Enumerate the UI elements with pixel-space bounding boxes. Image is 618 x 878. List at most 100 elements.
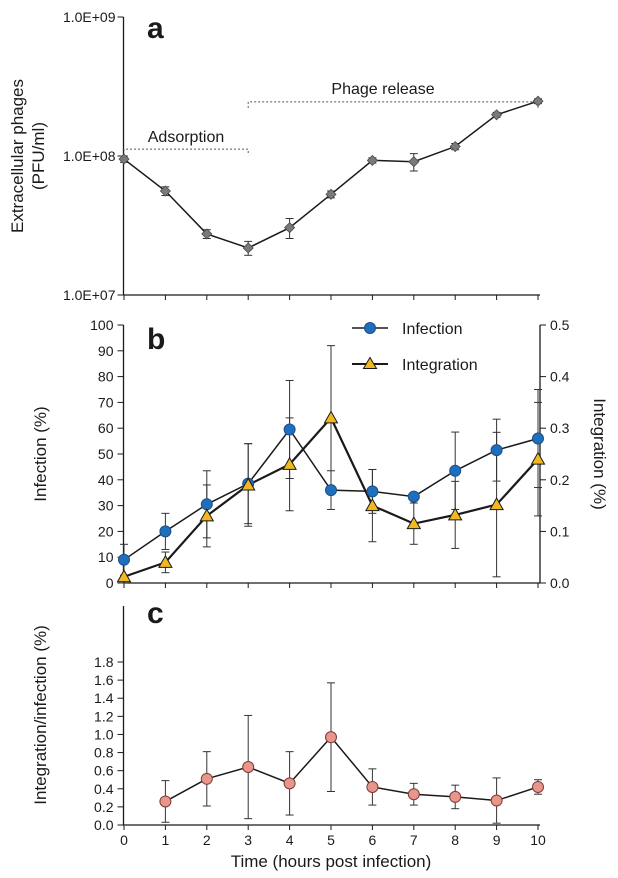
panel-b-infection-point xyxy=(449,464,462,477)
panel-b-integration-point xyxy=(489,497,504,511)
panel-c-y-tick-label: 1.4 xyxy=(94,690,114,706)
panel-a-point xyxy=(491,109,503,121)
panel-c-point xyxy=(159,795,172,808)
panel-b-infection-point xyxy=(490,444,503,457)
panel-c-y-tick-label: 0.0 xyxy=(94,817,114,833)
annotation-bracket-phage-release xyxy=(247,101,539,108)
panel-b-right-y-tick-label: 0.5 xyxy=(550,317,570,333)
panel-c-series-line xyxy=(165,736,539,803)
panel-a-point xyxy=(366,154,378,166)
panel-b-legend: Infection Integration xyxy=(352,321,478,374)
panel-a-point xyxy=(118,153,130,165)
panel-b-integration-point xyxy=(240,477,256,491)
panel-a-point xyxy=(242,242,254,254)
panel-b-right-y-tick-label: 0.3 xyxy=(550,420,570,436)
panel-a-point xyxy=(284,222,296,234)
panel-a-point xyxy=(325,188,337,200)
panel-b-left-y-tick-label: 100 xyxy=(90,317,114,333)
legend-infection-label: Infection xyxy=(402,321,462,338)
x-tick-label: 6 xyxy=(369,832,377,848)
panel-a-point xyxy=(408,156,420,168)
panel-c-point xyxy=(532,780,544,793)
x-tick-label: 1 xyxy=(162,832,170,848)
panel-b-left-y-tick-label: 10 xyxy=(98,549,114,565)
panel-c-point xyxy=(200,772,213,785)
panel-b-infection-point xyxy=(159,525,172,538)
panel-b-integration-point xyxy=(282,456,297,470)
panel-b-integration-point xyxy=(530,451,546,465)
panel-c-y-tick-label: 1.2 xyxy=(94,708,114,724)
x-tick-label: 7 xyxy=(410,832,418,848)
panel-c-y-tick-label: 0.6 xyxy=(94,763,114,779)
panel-b-integration-point xyxy=(323,410,339,424)
panel-c-point xyxy=(242,761,255,774)
panel-b-left-y-tick-label: 20 xyxy=(98,523,114,539)
panel-b-integration-point xyxy=(447,507,463,521)
panel-b-infection-point xyxy=(366,485,379,498)
panel-label-a: a xyxy=(147,12,164,45)
panel-b-infection-point xyxy=(407,490,420,503)
panel-b-integration-point xyxy=(116,569,132,583)
x-axis-title: Time (hours post infection) xyxy=(231,852,432,871)
panel-a-y-axis-title-line1: Extracellular phages xyxy=(8,79,27,233)
panel-c-point xyxy=(325,731,337,744)
x-tick-label: 5 xyxy=(327,832,335,848)
x-tick-label: 4 xyxy=(286,832,294,848)
panel-a-y-axis-title-line2: (PFU/ml) xyxy=(29,122,48,190)
panel-b-right-axis-title: Integration (%) xyxy=(590,398,609,510)
panel-b-infection-point xyxy=(532,432,544,445)
x-tick-label: 2 xyxy=(203,832,211,848)
x-tick-label: 0 xyxy=(120,832,128,848)
panel-c-point xyxy=(449,790,462,803)
panel-a-y-tick-label: 1.0E+08 xyxy=(63,148,116,164)
panel-a-point xyxy=(532,95,544,107)
panel-b-left-y-tick-label: 40 xyxy=(98,472,114,488)
panel-label-c: c xyxy=(147,597,164,630)
panel-b-left-y-tick-label: 90 xyxy=(98,343,114,359)
panel-b-left-y-tick-label: 30 xyxy=(98,498,114,514)
panel-c-y-tick-label: 0.2 xyxy=(94,799,114,815)
panel-b-infection-point xyxy=(283,423,296,436)
panel-c-point xyxy=(490,794,503,807)
x-tick-label: 8 xyxy=(451,832,459,848)
panel-c-point xyxy=(283,777,296,790)
annotation-phage-release: Phage release xyxy=(331,81,434,98)
panel-c-y-tick-label: 1.8 xyxy=(94,654,114,670)
panel-c-y-tick-label: 1.6 xyxy=(94,672,114,688)
panel-c-point xyxy=(407,788,420,801)
panel-label-b: b xyxy=(147,323,165,356)
panel-b-right-y-tick-label: 0.4 xyxy=(550,369,570,385)
panel-c-y-tick-label: 1.0 xyxy=(94,726,114,742)
panel-b-integration-point xyxy=(406,516,422,530)
panel-c-point xyxy=(366,780,379,793)
x-tick-label: 3 xyxy=(244,832,252,848)
panel-a-y-tick-label: 1.0E+07 xyxy=(63,287,116,303)
panel-b-left-y-tick-label: 80 xyxy=(98,369,114,385)
panel-b-infection-point xyxy=(118,553,130,566)
panel-a-y-tick-label: 1.0E+09 xyxy=(63,9,116,25)
panel-a-point xyxy=(201,228,213,240)
panel-b-left-y-tick-label: 50 xyxy=(98,446,114,462)
legend-integration-label: Integration xyxy=(402,357,478,374)
panel-b-infection-point xyxy=(325,484,337,497)
panel-c-y-tick-label: 0.8 xyxy=(94,745,114,761)
panel-b-integration-point xyxy=(365,498,380,512)
panel-b-infection-point xyxy=(200,498,213,511)
legend-infection-marker xyxy=(364,322,376,334)
panel-b-right-y-tick-label: 0.2 xyxy=(550,472,570,488)
panel-c-y-axis-title: Integration/infection (%) xyxy=(31,625,50,805)
annotation-adsorption: Adsorption xyxy=(148,129,225,146)
panel-b-left-y-tick-label: 70 xyxy=(98,394,114,410)
panel-c-y-tick-label: 0.4 xyxy=(94,781,114,797)
x-tick-label: 10 xyxy=(530,832,546,848)
panel-b-left-axis-title: Infection (%) xyxy=(31,406,50,501)
plot-area: 0 1 2 3 4 5 6 7 8 9 10 1.0E+07 1.0E+08 1.0E+09 0 10 20 30… xyxy=(63,9,570,848)
panel-b-integration-point xyxy=(199,508,215,522)
panel-b-right-y-tick-label: 0.1 xyxy=(550,523,570,539)
panel-b-integration-point xyxy=(158,554,173,568)
panel-b-left-y-tick-label: 60 xyxy=(98,420,114,436)
panel-a-point xyxy=(159,185,171,197)
panel-b-left-y-tick-label: 0 xyxy=(106,575,114,591)
panel-b-right-y-tick-label: 0.0 xyxy=(550,575,570,591)
